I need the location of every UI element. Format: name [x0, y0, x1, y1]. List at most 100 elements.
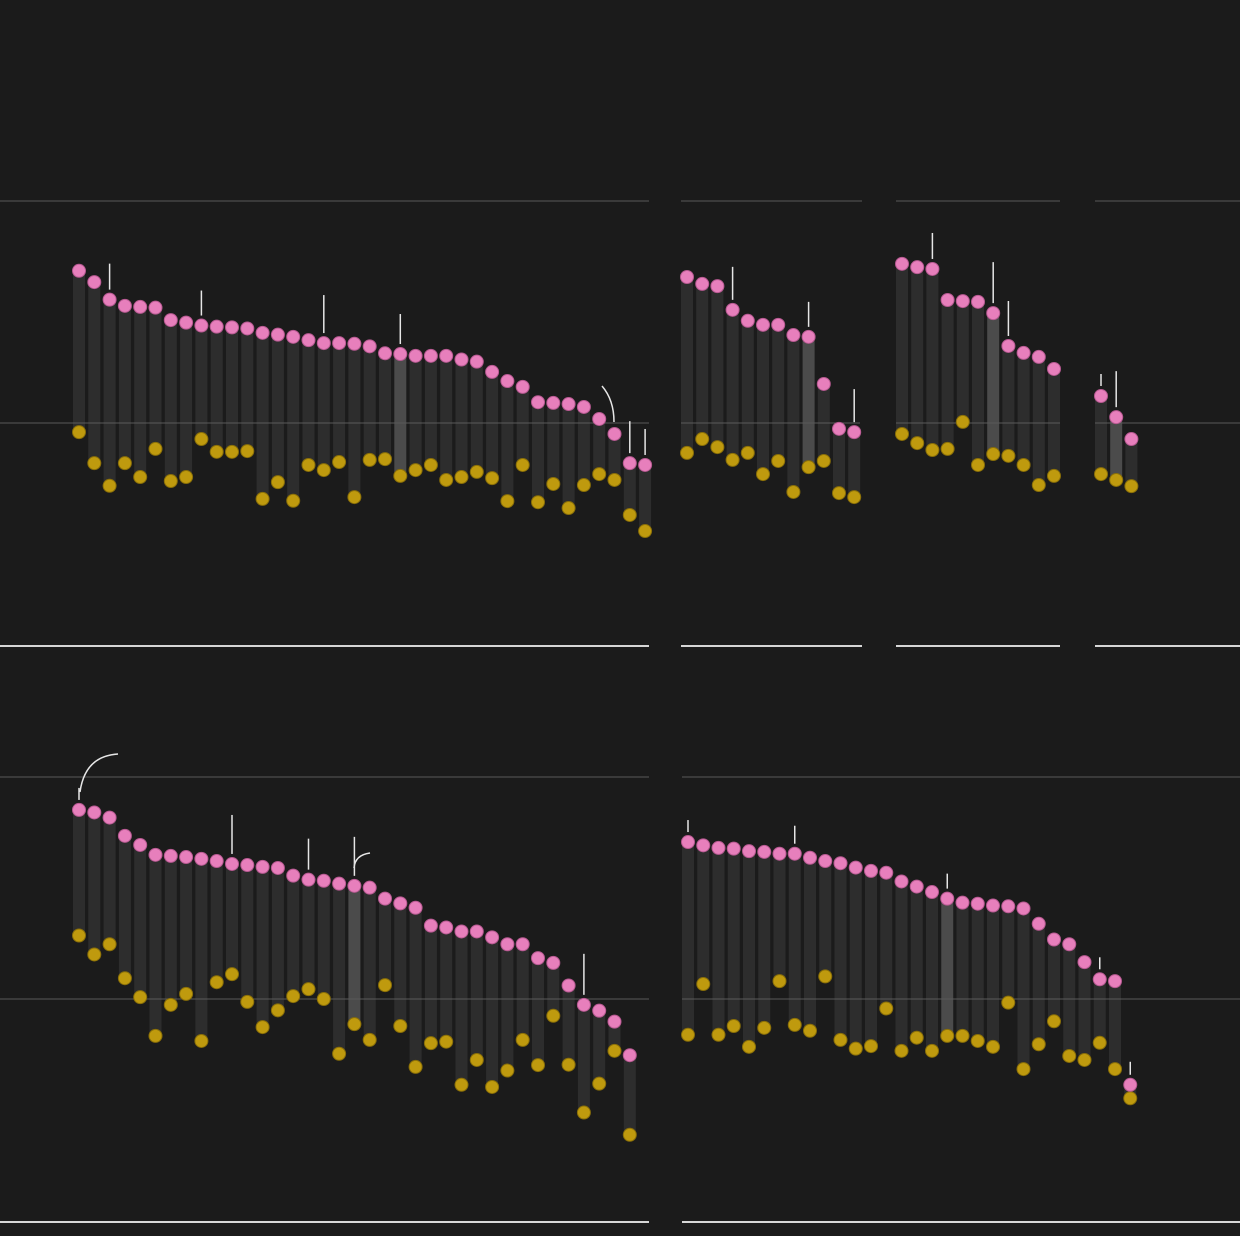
- pink-dot: [316, 336, 331, 351]
- range-bar: [516, 944, 529, 1040]
- pink-dot: [515, 937, 530, 952]
- range-bar: [608, 1021, 621, 1051]
- range-bar: [895, 881, 908, 1051]
- range-bar: [577, 1004, 590, 1113]
- gold-dot: [1031, 478, 1046, 493]
- range-bar: [180, 857, 193, 994]
- range-bar: [562, 985, 575, 1065]
- gold-dot: [1062, 1048, 1077, 1063]
- pink-dot: [515, 379, 530, 394]
- pink-dot: [1016, 901, 1031, 916]
- gold-dot: [163, 474, 178, 489]
- range-bar: [501, 381, 514, 502]
- pink-dot: [592, 411, 607, 426]
- gold-dot: [393, 1019, 408, 1034]
- range-bar: [608, 433, 621, 480]
- pink-dot: [179, 315, 194, 330]
- range-bar: [834, 863, 847, 1040]
- pink-dot: [439, 920, 454, 935]
- gold-dot: [255, 1020, 270, 1035]
- pink-dot: [240, 321, 255, 336]
- gold-dot: [756, 467, 770, 482]
- range-bar: [562, 404, 575, 509]
- pink-dot: [270, 860, 285, 875]
- range-bar: [348, 885, 361, 1025]
- pink-dot: [255, 859, 270, 874]
- pink-dot: [925, 261, 940, 276]
- gold-dot: [592, 467, 607, 482]
- pink-dot: [970, 896, 985, 911]
- pink-dot: [102, 292, 117, 307]
- gold-dot: [1124, 479, 1139, 494]
- range-bar: [501, 944, 514, 1071]
- range-bar: [348, 343, 361, 498]
- gold-dot: [362, 452, 377, 467]
- gold-dot: [378, 452, 392, 467]
- gold-dot: [469, 464, 484, 479]
- gold-dot: [1109, 472, 1124, 487]
- pink-dot: [726, 841, 741, 856]
- pink-dot: [270, 327, 285, 342]
- pink-dot: [332, 876, 347, 891]
- panel-top-3: [895, 200, 1061, 647]
- gold-dot: [515, 1032, 530, 1047]
- gold-dot: [725, 452, 740, 467]
- pink-dot: [408, 900, 423, 915]
- pink-dot: [1031, 349, 1046, 364]
- gold-dot: [148, 441, 163, 456]
- gold-dot: [439, 1034, 454, 1049]
- gold-dot: [832, 486, 846, 501]
- gold-dot: [408, 1059, 423, 1074]
- range-bar: [271, 334, 284, 483]
- gold-dot: [423, 1036, 438, 1051]
- gold-dot: [955, 1028, 970, 1043]
- range-bar: [987, 313, 1000, 455]
- range-bar: [833, 428, 845, 494]
- pink-dot: [179, 850, 194, 865]
- range-bar: [1048, 939, 1060, 1022]
- range-bar: [817, 383, 830, 461]
- pink-dot: [1077, 955, 1092, 970]
- gold-dot: [316, 992, 331, 1006]
- gold-dot: [576, 1105, 591, 1120]
- pink-dot: [163, 313, 178, 328]
- range-bar: [379, 353, 391, 460]
- pink-dot: [117, 298, 132, 313]
- pink-dot: [255, 325, 270, 340]
- range-bar: [226, 863, 238, 975]
- gold-dot: [378, 978, 392, 993]
- range-bar: [103, 817, 116, 945]
- pink-dot: [286, 329, 301, 344]
- pink-dot: [1016, 345, 1031, 360]
- range-bar: [164, 855, 177, 1005]
- pink-dot: [301, 872, 316, 887]
- gold-dot: [102, 478, 117, 493]
- gold-dot: [879, 1001, 894, 1016]
- gold-dot: [1016, 1062, 1031, 1077]
- gold-dot: [194, 432, 209, 447]
- range-bar: [848, 432, 861, 498]
- gold-dot: [270, 1003, 285, 1018]
- range-bar: [547, 962, 560, 1016]
- panel-bottom-2: [681, 776, 1240, 1223]
- gold-dot: [286, 493, 301, 508]
- range-bar: [926, 892, 938, 1051]
- range-bar: [956, 301, 969, 422]
- gold-dot: [531, 1058, 545, 1073]
- range-bar: [697, 845, 710, 985]
- range-bar: [424, 925, 437, 1044]
- range-bar: [987, 905, 999, 1047]
- pink-dot: [148, 847, 163, 862]
- gold-dot: [772, 974, 787, 989]
- gold-dot: [680, 445, 694, 460]
- panel-top-2: [680, 200, 862, 647]
- range-bar: [271, 867, 284, 1011]
- pink-dot: [725, 302, 740, 317]
- range-bar: [486, 937, 499, 1087]
- pink-dot: [347, 878, 362, 893]
- range-bar: [1095, 395, 1107, 475]
- gold-dot: [454, 1077, 469, 1092]
- pink-dot: [832, 421, 846, 436]
- range-bar: [73, 270, 85, 433]
- gold-dot: [1077, 1052, 1092, 1067]
